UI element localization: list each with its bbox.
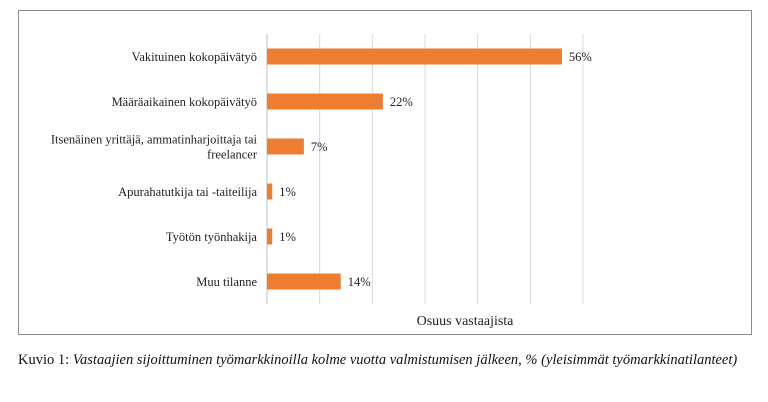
category-label: Määräaikainen kokopäivätyö: [112, 95, 257, 109]
bar: [267, 183, 273, 200]
caption-prefix: Kuvio 1:: [18, 352, 73, 368]
figure-caption: Kuvio 1: Vastaajien sijoittuminen työmar…: [18, 351, 752, 369]
data-label: 14%: [348, 275, 371, 289]
data-label: 1%: [279, 230, 296, 244]
category-label: Muu tilanne: [196, 275, 257, 289]
category-label: Apurahatutkija tai -taiteilija: [118, 185, 257, 199]
data-label: 22%: [390, 95, 413, 109]
caption-text: Vastaajien sijoittuminen työmarkkinoilla…: [72, 352, 738, 368]
bar: [267, 93, 383, 110]
category-label: freelancer: [207, 148, 258, 162]
bar: [267, 138, 304, 155]
chart-frame: 56% Vakituinen kokopäivätyö 22% Määräaikain…: [18, 10, 752, 335]
bar: [267, 273, 341, 290]
data-label: 56%: [569, 50, 592, 64]
bar: [267, 48, 562, 65]
category-label: Työtön työnhakija: [166, 230, 258, 244]
bar-chart: 56% Vakituinen kokopäivätyö 22% Määräaikain…: [51, 34, 592, 329]
bar: [267, 228, 273, 245]
category-label: Itsenäinen yrittäjä, ammatinharjoittaja …: [51, 133, 258, 147]
x-axis-title: Osuus vastaajista: [417, 314, 515, 329]
data-label: 7%: [311, 140, 328, 154]
data-label: 1%: [279, 185, 296, 199]
category-label: Vakituinen kokopäivätyö: [132, 50, 257, 64]
